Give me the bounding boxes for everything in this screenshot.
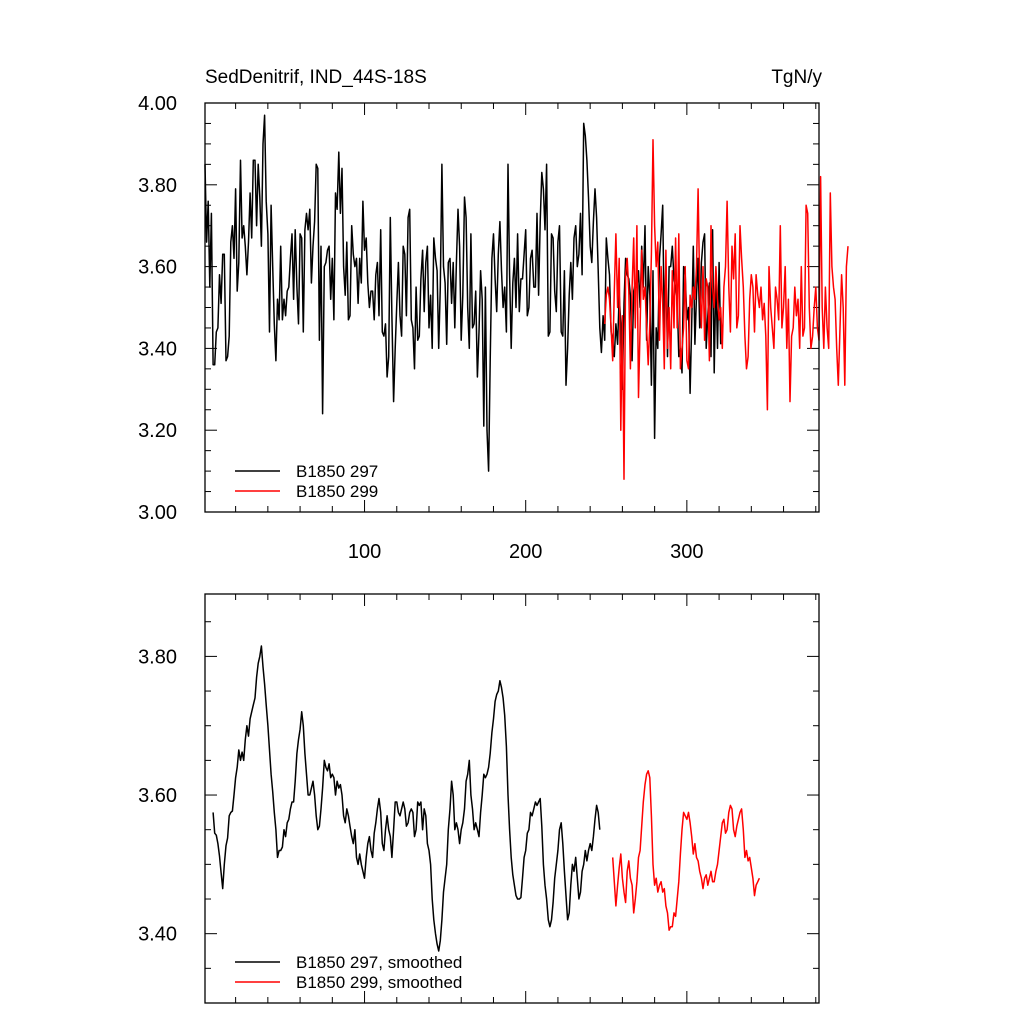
- top-y-tick-label: 3.20: [138, 420, 177, 442]
- top-x-tick-label: 200: [509, 541, 542, 563]
- bottom-y-tick-labels: 3.40 3.60 3.80: [138, 646, 177, 945]
- legend-label-299-smoothed: B1850 299, smoothed: [296, 973, 462, 992]
- bottom-y-tick-label: 3.40: [138, 924, 177, 946]
- top-y-tick-label: 4.00: [138, 93, 177, 115]
- top-x-tick-label: 100: [348, 541, 381, 563]
- bottom-panel: 3.40 3.60 3.80 B1850 297, smoothed B1850 2…: [138, 593, 820, 1004]
- top-series-b1850-299: [603, 139, 849, 481]
- bottom-series-b1850-299-smoothed: [611, 770, 761, 931]
- top-y-tick-label: 3.80: [138, 175, 177, 197]
- top-y-tick-label: 3.00: [138, 502, 177, 524]
- legend-label-297: B1850 297: [296, 462, 378, 481]
- legend-label-299: B1850 299: [296, 482, 378, 501]
- top-series: [204, 114, 849, 481]
- top-y-tick-label: 3.60: [138, 257, 177, 279]
- bottom-series-b1850-297-smoothed: [212, 645, 601, 952]
- top-y-tick-label: 3.40: [138, 338, 177, 360]
- bottom-y-tick-label: 3.60: [138, 785, 177, 807]
- top-x-tick-labels: 100 200 300: [348, 541, 704, 563]
- top-plot-frame: [204, 102, 820, 513]
- bottom-y-tick-label: 3.80: [138, 646, 177, 668]
- units-label: TgN/y: [771, 67, 822, 88]
- bottom-legend: B1850 297, smoothed B1850 299, smoothed: [235, 953, 462, 992]
- top-y-tick-labels: 3.00 3.20 3.40 3.60 3.80 4.00: [138, 93, 177, 524]
- bottom-series: [212, 645, 761, 952]
- top-panel: SedDenitrif, IND_44S-18S TgN/y 3.003.203…: [138, 67, 849, 563]
- chart-title: SedDenitrif, IND_44S-18S: [205, 67, 427, 88]
- bottom-plot-frame: [204, 593, 820, 1004]
- top-x-tick-label: 300: [670, 541, 703, 563]
- bottom-axis-ticks: [205, 594, 819, 1004]
- top-legend: B1850 297 B1850 299: [235, 462, 378, 501]
- legend-label-297-smoothed: B1850 297, smoothed: [296, 953, 462, 972]
